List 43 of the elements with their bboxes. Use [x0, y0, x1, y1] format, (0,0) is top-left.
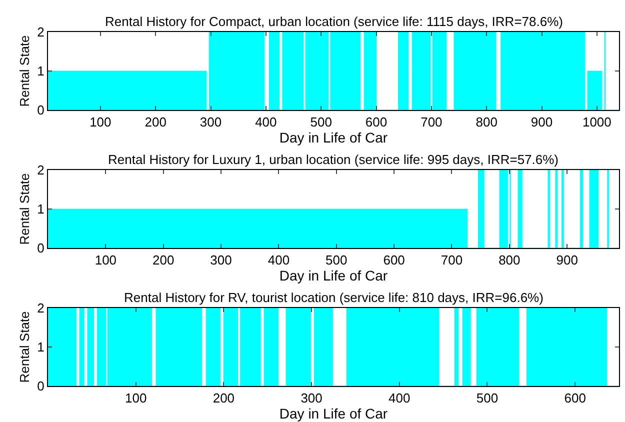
- y-tick-label: 2: [37, 162, 44, 178]
- x-tick-label: 900: [556, 252, 578, 268]
- y-tick-label: 2: [37, 300, 44, 316]
- x-tick-label: 1000: [582, 114, 612, 130]
- x-tick-label: 700: [440, 252, 463, 268]
- chart-title: Rental History for RV, tourist location (service life: 810 days, IRR=96.6%): [124, 290, 544, 305]
- y-tick-label: 1: [37, 202, 44, 217]
- x-tick-label: 800: [476, 114, 498, 130]
- x-tick-label: 200: [212, 390, 235, 406]
- y-tick-label: 0: [37, 378, 44, 394]
- y-tick-label: 1: [37, 340, 44, 355]
- x-tick-label: 400: [388, 390, 410, 406]
- x-axis-title: Day in Life of Car: [279, 406, 388, 422]
- x-tick-label: 300: [200, 114, 222, 130]
- x-axis-title: Day in Life of Car: [279, 130, 388, 146]
- x-tick-label: 500: [326, 252, 348, 268]
- x-tick-label: 500: [310, 114, 332, 130]
- x-tick-label: 700: [420, 114, 442, 130]
- y-tick-label: 0: [37, 102, 44, 118]
- x-tick-label: 800: [498, 252, 520, 268]
- y-axis-title: Rental State: [17, 35, 32, 107]
- x-tick-label: 100: [125, 390, 147, 406]
- y-tick-label: 2: [37, 24, 44, 40]
- y-axis-title: Rental State: [17, 173, 32, 245]
- y-tick-label: 1: [37, 64, 44, 79]
- x-tick-label: 600: [383, 252, 405, 268]
- x-tick-label: 600: [365, 114, 388, 130]
- chart-title: Rental History for Compact, urban location (service life: 1115 days, IRR=78.6%): [105, 14, 563, 29]
- x-axis-title: Day in Life of Car: [279, 268, 388, 284]
- x-tick-label: 500: [476, 390, 498, 406]
- chart-title: Rental History for Luxury 1, urban location (service life: 995 days, IRR=57.6%): [108, 152, 559, 167]
- y-axis-title: Rental State: [17, 311, 32, 383]
- x-tick-label: 100: [94, 252, 117, 268]
- x-tick-label: 200: [144, 114, 166, 130]
- x-tick-label: 400: [268, 252, 290, 268]
- x-tick-label: 600: [564, 390, 586, 406]
- x-tick-label: 300: [300, 390, 322, 406]
- y-tick-label: 0: [37, 240, 44, 256]
- x-tick-label: 300: [210, 252, 232, 268]
- x-tick-label: 100: [90, 114, 112, 130]
- x-tick-label: 200: [152, 252, 174, 268]
- x-tick-label: 400: [255, 114, 277, 130]
- x-tick-label: 900: [530, 114, 553, 130]
